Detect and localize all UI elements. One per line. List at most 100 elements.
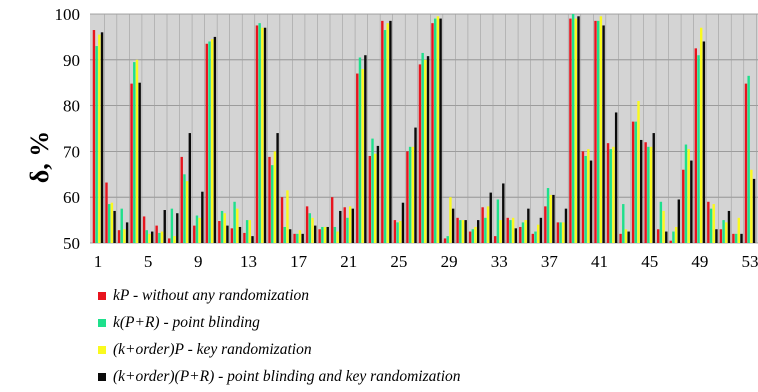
bar-s2-c22 xyxy=(361,68,364,244)
bar-s0-c38 xyxy=(556,222,560,243)
bar-s0-c29 xyxy=(443,238,447,243)
bar-s2-c49 xyxy=(700,27,703,243)
bar-s2-c1 xyxy=(98,34,101,243)
bar-s0-c47 xyxy=(669,240,672,243)
bar-s0-c49 xyxy=(694,48,697,243)
x-tick-label: 1 xyxy=(94,252,103,271)
bar-s0-c35 xyxy=(519,226,522,243)
bar-s1-c30 xyxy=(459,220,462,243)
bar-s2-c6 xyxy=(160,231,164,243)
y-tick-label: 90 xyxy=(63,51,80,70)
bar-s0-c32 xyxy=(481,207,484,243)
bar-s1-c14 xyxy=(258,23,261,243)
bar-s2-c50 xyxy=(712,204,715,243)
bar-s0-c18 xyxy=(305,206,309,243)
bar-s2-c25 xyxy=(399,221,402,243)
bar-s3-c45 xyxy=(652,133,655,243)
bar-s3-c9 xyxy=(201,191,204,243)
bar-s3-c53 xyxy=(752,178,756,243)
bar-s2-c3 xyxy=(123,229,126,243)
legend-swatch-2 xyxy=(98,345,106,354)
bar-s3-c11 xyxy=(226,225,229,243)
bar-s0-c46 xyxy=(656,229,660,243)
bar-s2-c42 xyxy=(612,146,615,243)
bar-s1-c40 xyxy=(584,155,587,243)
bar-s1-c45 xyxy=(647,146,650,243)
bar-s3-c40 xyxy=(589,160,593,243)
legend-label-3: (k+order)(P+R) - point blinding and key … xyxy=(113,367,461,385)
bar-s0-c30 xyxy=(456,217,459,243)
bar-s2-c20 xyxy=(336,231,339,243)
bar-s3-c21 xyxy=(351,208,355,243)
bar-s3-c7 xyxy=(176,213,179,243)
bar-s0-c2 xyxy=(105,182,108,243)
bar-s2-c18 xyxy=(311,217,314,243)
bar-s1-c31 xyxy=(471,229,474,243)
bar-s2-c35 xyxy=(524,220,527,243)
bar-s2-c53 xyxy=(750,169,753,243)
bar-s3-c47 xyxy=(677,199,681,243)
bar-s0-c45 xyxy=(644,142,647,243)
bar-s2-c45 xyxy=(649,146,653,243)
bar-s1-c11 xyxy=(220,210,224,243)
bar-s0-c6 xyxy=(155,225,158,243)
bar-s0-c37 xyxy=(544,206,547,243)
bar-s0-c36 xyxy=(531,233,534,243)
bar-s1-c39 xyxy=(571,14,575,243)
bar-s2-c37 xyxy=(549,194,552,243)
bar-s3-c52 xyxy=(740,233,743,243)
bar-s1-c48 xyxy=(684,144,688,243)
bar-s2-c12 xyxy=(236,208,239,243)
bar-s0-c44 xyxy=(631,121,635,243)
legend-item: k(P+R) - point blinding xyxy=(98,309,461,336)
bar-s1-c44 xyxy=(634,121,637,243)
x-tick-label: 9 xyxy=(194,252,203,271)
bar-s3-c29 xyxy=(451,208,455,243)
bar-s1-c51 xyxy=(722,220,725,243)
bar-s1-c52 xyxy=(734,233,738,243)
x-tick-label: 17 xyxy=(290,252,308,271)
gridlines xyxy=(90,13,758,244)
bar-s0-c22 xyxy=(356,73,359,243)
bar-s2-c11 xyxy=(223,213,226,243)
bar-s0-c19 xyxy=(318,229,321,243)
bar-s1-c25 xyxy=(396,222,399,243)
bar-s3-c46 xyxy=(665,231,668,243)
bar-s1-c24 xyxy=(383,30,387,244)
bar-s2-c19 xyxy=(323,226,327,243)
bar-s0-c24 xyxy=(381,20,384,244)
legend-item: (k+order)(P+R) - point blinding and key … xyxy=(98,363,461,390)
bar-s3-c26 xyxy=(414,127,417,243)
bar-s0-c26 xyxy=(406,151,409,243)
bar-s2-c10 xyxy=(211,39,214,243)
x-tick-label: 45 xyxy=(641,252,658,271)
y-axis-label: δ, % xyxy=(25,131,54,184)
bar-s1-c28 xyxy=(433,18,437,243)
x-tick-label: 25 xyxy=(390,252,407,271)
bar-s0-c13 xyxy=(243,232,246,243)
bar-s0-c5 xyxy=(142,216,146,243)
x-tick-label: 53 xyxy=(742,252,758,271)
bar-s2-c52 xyxy=(737,217,741,243)
x-tick-label: 49 xyxy=(691,252,708,271)
bar-s3-c2 xyxy=(113,210,116,243)
bar-s2-c17 xyxy=(298,230,302,243)
bar-s1-c20 xyxy=(333,226,337,243)
bar-s1-c1 xyxy=(95,46,98,244)
y-ticks: 50 60 70 80 90 100 xyxy=(55,5,81,253)
bar-s1-c8 xyxy=(183,174,186,243)
bar-s2-c23 xyxy=(374,153,377,243)
bar-s1-c50 xyxy=(709,208,713,243)
bar-s1-c3 xyxy=(120,208,123,243)
bar-s2-c4 xyxy=(135,59,139,243)
bar-s0-c1 xyxy=(92,30,96,244)
bar-s3-c41 xyxy=(602,25,605,244)
bar-s1-c41 xyxy=(596,20,600,244)
bar-s3-c43 xyxy=(627,231,630,243)
bar-s3-c16 xyxy=(288,229,292,243)
bar-s0-c15 xyxy=(268,156,271,243)
legend-label-2: (k+order)P - key randomization xyxy=(113,340,312,358)
bar-s2-c48 xyxy=(687,149,690,243)
bar-s1-c22 xyxy=(358,57,362,244)
bar-s3-c28 xyxy=(439,18,442,243)
